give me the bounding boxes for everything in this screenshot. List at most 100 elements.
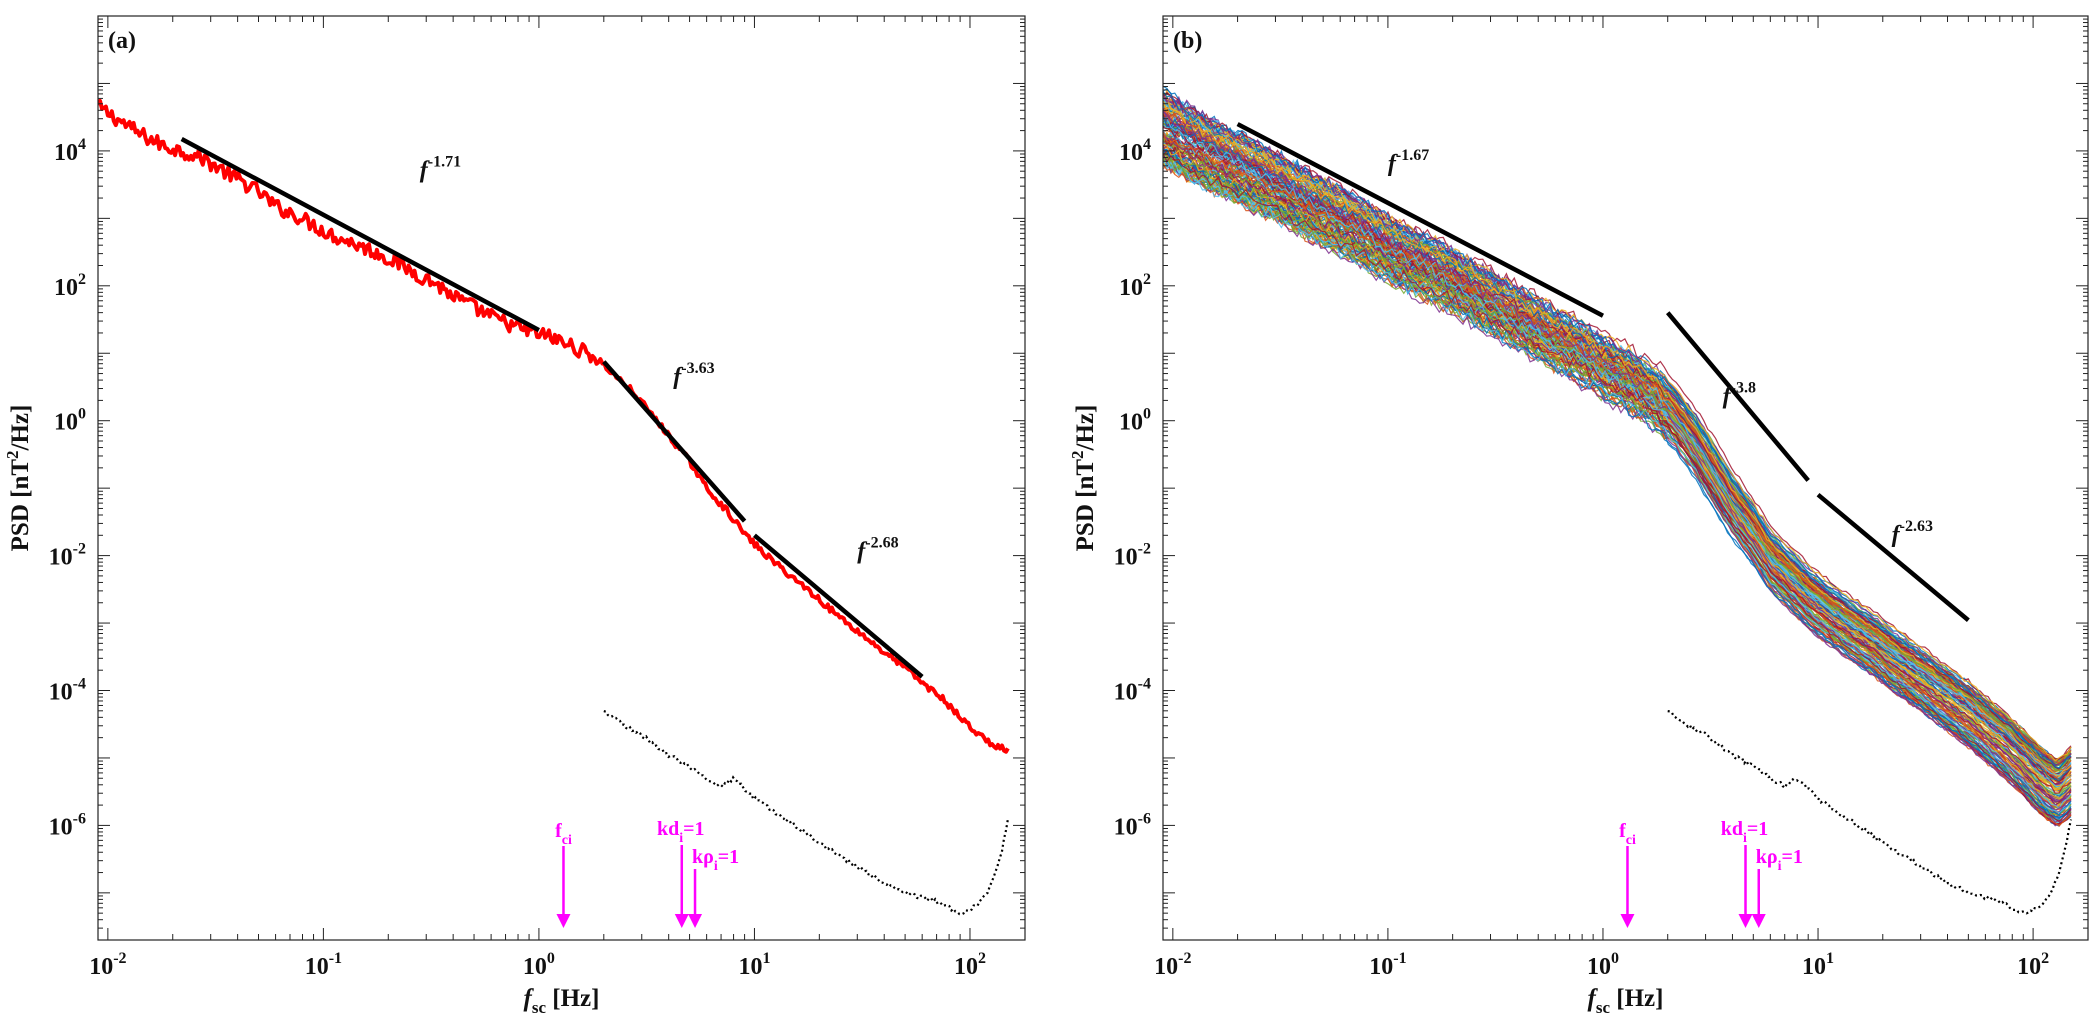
ensemble-spectrum-line — [1163, 141, 2072, 827]
x-tick-label: 100 — [523, 950, 555, 980]
y-tick-label: 104 — [1119, 136, 1151, 166]
y-tick-label: 102 — [54, 271, 86, 301]
marker-label-tail: =1 — [1781, 846, 1802, 868]
y-tick-label: 104 — [54, 136, 86, 166]
fit-label-base: f — [1388, 151, 1398, 177]
fit-label-1: f-1.67 — [1388, 147, 1429, 177]
fit-line-1 — [1236, 122, 1605, 318]
marker-label-sub: ci — [562, 833, 572, 848]
noise-floor-line — [1667, 710, 2073, 915]
tick-exponent: -6 — [73, 810, 86, 827]
marker-label-tail: =1 — [683, 818, 704, 840]
f-ci-label: fci — [555, 820, 572, 848]
tick-base: 10 — [1369, 954, 1393, 980]
x-axis-label: fsc [Hz] — [1588, 985, 1664, 1017]
tick-base: 10 — [1119, 140, 1143, 166]
tick-exponent: -2 — [1138, 541, 1151, 558]
x-axis-label-unit: [Hz] — [1610, 985, 1663, 1012]
tick-base: 10 — [49, 814, 73, 840]
tick-exponent: -1 — [1393, 950, 1406, 967]
y-axis-label-sup: 2 — [1068, 450, 1087, 459]
ensemble-spectrum-line — [1163, 116, 2072, 769]
x-tick-label: 102 — [2017, 950, 2049, 980]
fit-line-2 — [602, 360, 747, 523]
tick-base: 10 — [1119, 275, 1143, 301]
kd-i-label: kdi=1 — [657, 818, 705, 846]
tick-base: 10 — [1114, 545, 1138, 571]
fit-label-exponent: -2.63 — [1900, 518, 1933, 535]
x-axis-label-sub: sc — [1596, 998, 1611, 1017]
tick-exponent: 0 — [1143, 406, 1151, 423]
ensemble-spectrum-line — [1163, 152, 2072, 794]
tick-base: 10 — [49, 680, 73, 706]
tick-exponent: -2 — [73, 541, 86, 558]
marker-label-main: kd — [1721, 818, 1743, 840]
fit-label-3: f-2.63 — [1892, 518, 1933, 548]
y-axis-label-post: /Hz] — [1072, 405, 1099, 452]
panel-tag: (b) — [1173, 28, 1202, 54]
tick-base: 10 — [1119, 410, 1143, 436]
fit-label-base: f — [673, 364, 683, 390]
y-tick-label: 10-2 — [49, 541, 86, 571]
fit-label-exponent: -1.71 — [428, 154, 461, 171]
krho-i-arrow-head — [688, 914, 703, 928]
y-tick-label: 10-2 — [1114, 541, 1151, 571]
fit-line-2 — [1665, 311, 1810, 482]
fit-label-exponent: -1.67 — [1396, 147, 1429, 164]
plot-area — [1163, 85, 2073, 915]
tick-base: 10 — [89, 954, 113, 980]
tick-base: 10 — [54, 275, 78, 301]
tick-exponent: -4 — [73, 676, 86, 693]
fit-label-3: f-2.68 — [857, 535, 898, 565]
marker-label-tail: =1 — [1747, 818, 1768, 840]
ensemble-spectrum-line — [1163, 146, 2072, 826]
marker-label-main: kd — [657, 818, 679, 840]
plot-area — [98, 98, 1010, 916]
tick-exponent: 2 — [978, 950, 986, 967]
x-tick-label: 10-2 — [1154, 950, 1191, 980]
marker-label-sub: i — [1743, 831, 1747, 846]
ensemble-spectrum-line — [1163, 134, 2072, 773]
y-tick-label: 10-6 — [1114, 810, 1151, 840]
marker-label-sub: i — [714, 859, 718, 874]
ensemble-spectrum-line — [1163, 123, 2071, 789]
f-ci-arrow-head — [556, 914, 571, 928]
tick-base: 10 — [49, 545, 73, 571]
f-ci-arrow-head — [1620, 914, 1635, 928]
axes-frame — [97, 15, 1026, 941]
fit-line-3 — [1816, 492, 1970, 622]
tick-base: 10 — [54, 140, 78, 166]
y-tick-label: 100 — [54, 406, 86, 436]
y-axis-label: PSD [nT2/Hz] — [3, 405, 34, 552]
fit-label-base: f — [420, 158, 430, 184]
kd-i-arrow-head — [674, 914, 689, 928]
tick-exponent: 2 — [78, 271, 86, 288]
tick-exponent: 1 — [762, 950, 770, 967]
ensemble-spectrum-line — [1163, 133, 2072, 803]
marker-label-main: kρ — [1756, 846, 1778, 868]
x-axis-label-main: f — [524, 985, 535, 1012]
ensemble-spectrum-line — [1163, 160, 2072, 810]
fit-label-1: f-1.71 — [420, 154, 461, 184]
tick-exponent: 0 — [78, 406, 86, 423]
marker-label-tail: =1 — [718, 846, 739, 868]
tick-exponent: 4 — [1143, 136, 1151, 153]
y-tick-label: 102 — [1119, 271, 1151, 301]
fit-label-exponent: -3.63 — [681, 360, 714, 377]
marker-label-main: f — [1619, 820, 1626, 842]
fit-label-base: f — [857, 539, 867, 565]
fit-line-1 — [180, 137, 540, 333]
tick-exponent: -2 — [1178, 950, 1191, 967]
fit-line-3 — [753, 533, 924, 679]
ensemble-spectrum-line — [1163, 153, 2072, 775]
fit-label-exponent: -2.68 — [865, 535, 898, 552]
fit-label-base: f — [1723, 383, 1733, 409]
tick-exponent: 2 — [2041, 950, 2049, 967]
ensemble-spectrum-line — [1163, 155, 2072, 820]
y-axis-label-sup: 2 — [3, 450, 22, 459]
tick-exponent: 4 — [78, 136, 86, 153]
tick-base: 10 — [1114, 814, 1138, 840]
tick-exponent: -1 — [329, 950, 342, 967]
